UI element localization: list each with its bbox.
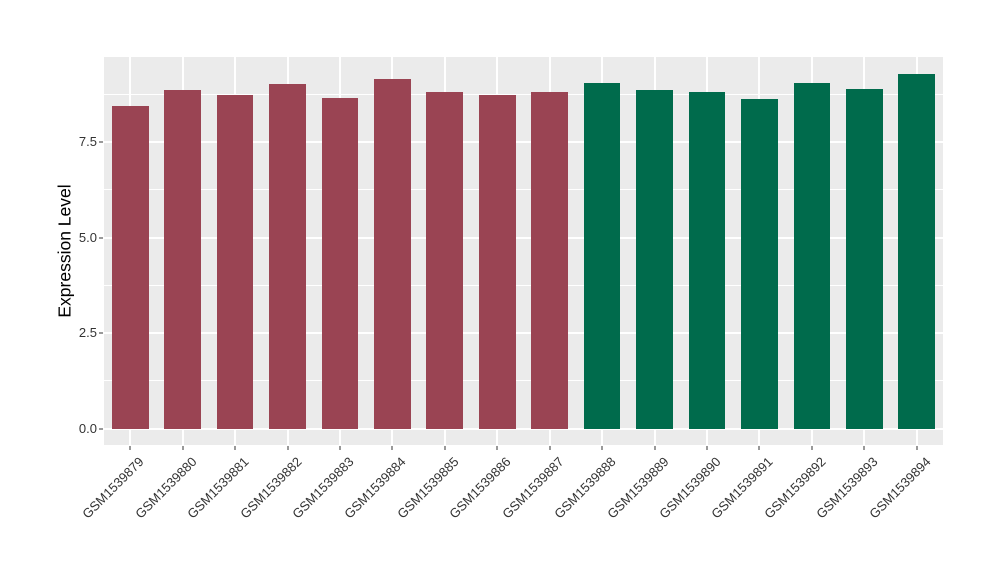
- bar-GSM1539880: [164, 90, 201, 429]
- bar-GSM1539890: [688, 92, 726, 429]
- y-tick-mark: [99, 427, 103, 430]
- y-tick-mark: [99, 332, 103, 335]
- x-tick-mark: [338, 446, 341, 450]
- bar-GSM1539881: [216, 94, 254, 429]
- minor-gridline: [104, 93, 943, 95]
- x-tick-mark: [181, 446, 184, 450]
- y-axis-title: Expression Level: [54, 184, 75, 318]
- x-tick-mark: [810, 446, 813, 450]
- bar-GSM1539889: [636, 90, 673, 429]
- major-gridline: [104, 427, 943, 430]
- x-tick-mark: [129, 446, 132, 450]
- plot-panel: [104, 57, 943, 445]
- x-tick-mark: [863, 446, 866, 450]
- major-gridline: [104, 332, 943, 335]
- bar-GSM1539884: [374, 79, 411, 429]
- y-tick-label: 2.5: [78, 325, 97, 341]
- bar-GSM1539887: [531, 92, 569, 429]
- x-tick-mark: [548, 446, 551, 450]
- x-tick-mark: [391, 446, 394, 450]
- x-tick-mark: [443, 446, 446, 450]
- major-gridline: [104, 141, 943, 144]
- bar-GSM1539891: [741, 99, 778, 429]
- x-tick-mark: [496, 446, 499, 450]
- minor-gridline: [104, 284, 943, 286]
- x-tick-mark: [706, 446, 709, 450]
- minor-gridline: [104, 189, 943, 191]
- bar-GSM1539893: [845, 89, 883, 429]
- x-tick-mark: [758, 446, 761, 450]
- bar-GSM1539882: [269, 84, 306, 429]
- major-gridline: [104, 236, 943, 239]
- y-tick-label: 0.0: [78, 420, 97, 436]
- bar-GSM1539885: [426, 92, 464, 429]
- x-tick-mark: [915, 446, 918, 450]
- y-tick-mark: [99, 236, 103, 239]
- x-tick-mark: [653, 446, 656, 450]
- x-tick-mark: [286, 446, 289, 450]
- bar-GSM1539894: [898, 73, 936, 429]
- bar-GSM1539883: [321, 98, 359, 429]
- y-tick-label: 5.0: [78, 229, 97, 245]
- bar-GSM1539879: [111, 105, 149, 429]
- bar-GSM1539886: [478, 95, 516, 429]
- y-tick-label: 7.5: [78, 134, 97, 150]
- minor-gridline: [104, 380, 943, 382]
- y-tick-mark: [99, 141, 103, 144]
- x-tick-mark: [601, 446, 604, 450]
- x-tick-mark: [234, 446, 237, 450]
- bar-GSM1539888: [583, 83, 621, 429]
- bar-GSM1539892: [793, 83, 831, 429]
